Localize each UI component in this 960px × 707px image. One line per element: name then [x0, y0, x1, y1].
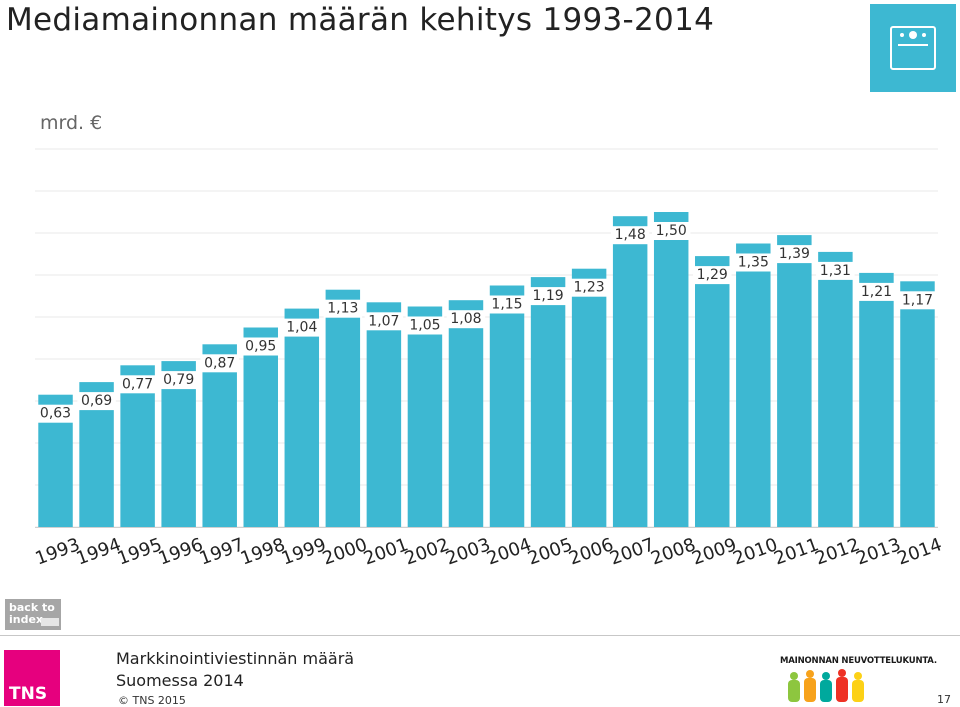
bar-1999	[284, 308, 320, 527]
bar-2007	[612, 216, 648, 527]
data-label-2000: 1,13	[327, 301, 358, 317]
data-label-bg	[405, 316, 445, 335]
data-label-bg	[200, 354, 239, 373]
data-label-bg	[734, 253, 773, 272]
bar-2010	[736, 243, 771, 527]
bar-2004	[489, 285, 525, 527]
data-label-2007: 1,48	[615, 227, 646, 243]
bar-2001	[366, 302, 402, 527]
page-number: 17	[937, 693, 951, 706]
data-label-2011: 1,39	[779, 246, 810, 262]
bar-2002	[407, 306, 443, 527]
data-label-bg	[693, 266, 732, 285]
data-label-bg	[323, 299, 363, 318]
bar-2011	[777, 235, 812, 527]
back-label-2: index	[9, 613, 44, 626]
data-label-2006: 1,23	[574, 280, 605, 296]
partner-figures-icon	[788, 669, 864, 702]
bar-2005	[530, 277, 566, 527]
back-to-index-button[interactable]: back to index	[5, 599, 61, 630]
data-label-2005: 1,19	[532, 288, 563, 304]
data-label-bg	[36, 404, 75, 423]
data-label-bg	[775, 245, 814, 264]
tns-logo: TNS	[4, 650, 60, 706]
bar-2000	[325, 289, 361, 527]
data-label-1995: 0,77	[122, 376, 153, 392]
copyright: © TNS 2015	[118, 694, 186, 707]
data-label-2014: 1,17	[902, 292, 933, 308]
footer-divider	[0, 635, 960, 636]
data-label-bg	[528, 287, 568, 306]
bar-2008	[653, 212, 689, 527]
bar-2012	[818, 251, 853, 527]
data-label-2002: 1,05	[409, 318, 440, 334]
data-label-bg	[77, 392, 116, 411]
bar-2009	[695, 256, 730, 527]
data-label-2009: 1,29	[697, 267, 728, 283]
data-label-1997: 0,87	[204, 355, 235, 371]
data-label-2001: 1,07	[368, 313, 399, 329]
bar-2006	[571, 268, 607, 527]
data-label-bg	[651, 222, 691, 240]
data-label-bg	[857, 282, 896, 301]
data-label-2010: 1,35	[738, 255, 769, 271]
data-label-1998: 0,95	[245, 339, 276, 355]
footer-title-line1: Markkinointiviestinnän määrä	[116, 649, 355, 668]
data-label-bg	[118, 375, 157, 394]
data-label-bg	[364, 312, 404, 331]
footer-title-line2: Suomessa 2014	[116, 671, 244, 690]
data-label-bg	[610, 226, 650, 245]
media-screen-icon	[870, 4, 956, 92]
bar-2014	[900, 281, 935, 527]
data-label-bg	[446, 310, 486, 329]
partner-logo-text: MAINONNAN NEUVOTTELUKUNTA.	[780, 656, 937, 666]
unit-label: mrd. €	[40, 112, 103, 134]
data-label-bg	[816, 261, 855, 280]
footer-title: Markkinointiviestinnän määrä Suomessa 20…	[116, 648, 354, 692]
data-label-bg	[487, 295, 527, 314]
bar-2013	[859, 272, 894, 527]
bar-2003	[448, 300, 484, 527]
data-label-bg	[241, 337, 280, 356]
bar-chart: 0,6319930,6919940,7719950,7919960,871997…	[33, 148, 945, 570]
data-label-bg	[282, 318, 322, 337]
data-label-bg	[569, 278, 609, 297]
data-label-1996: 0,79	[163, 372, 194, 388]
data-label-2012: 1,31	[820, 263, 851, 279]
partner-logo: MAINONNAN NEUVOTTELUKUNTA.	[780, 652, 937, 704]
tns-logo-text: TNS	[9, 684, 48, 704]
x-tick-label-2014: 2014	[894, 534, 944, 569]
data-label-1999: 1,04	[286, 320, 317, 336]
data-label-1993: 0,63	[40, 406, 71, 422]
bar-1998	[243, 327, 278, 527]
data-label-2003: 1,08	[450, 311, 481, 327]
data-label-2013: 1,21	[861, 284, 892, 300]
bar-1997	[202, 344, 237, 527]
page-title: Mediamainonnan määrän kehitys 1993-2014	[6, 2, 715, 38]
data-label-2008: 1,50	[656, 223, 687, 239]
data-label-bg	[898, 291, 937, 310]
back-label-1: back to	[9, 601, 55, 614]
back-arrow-icon	[41, 618, 59, 626]
data-label-2004: 1,15	[491, 297, 522, 313]
data-label-bg	[159, 371, 198, 390]
data-label-1994: 0,69	[81, 393, 112, 409]
